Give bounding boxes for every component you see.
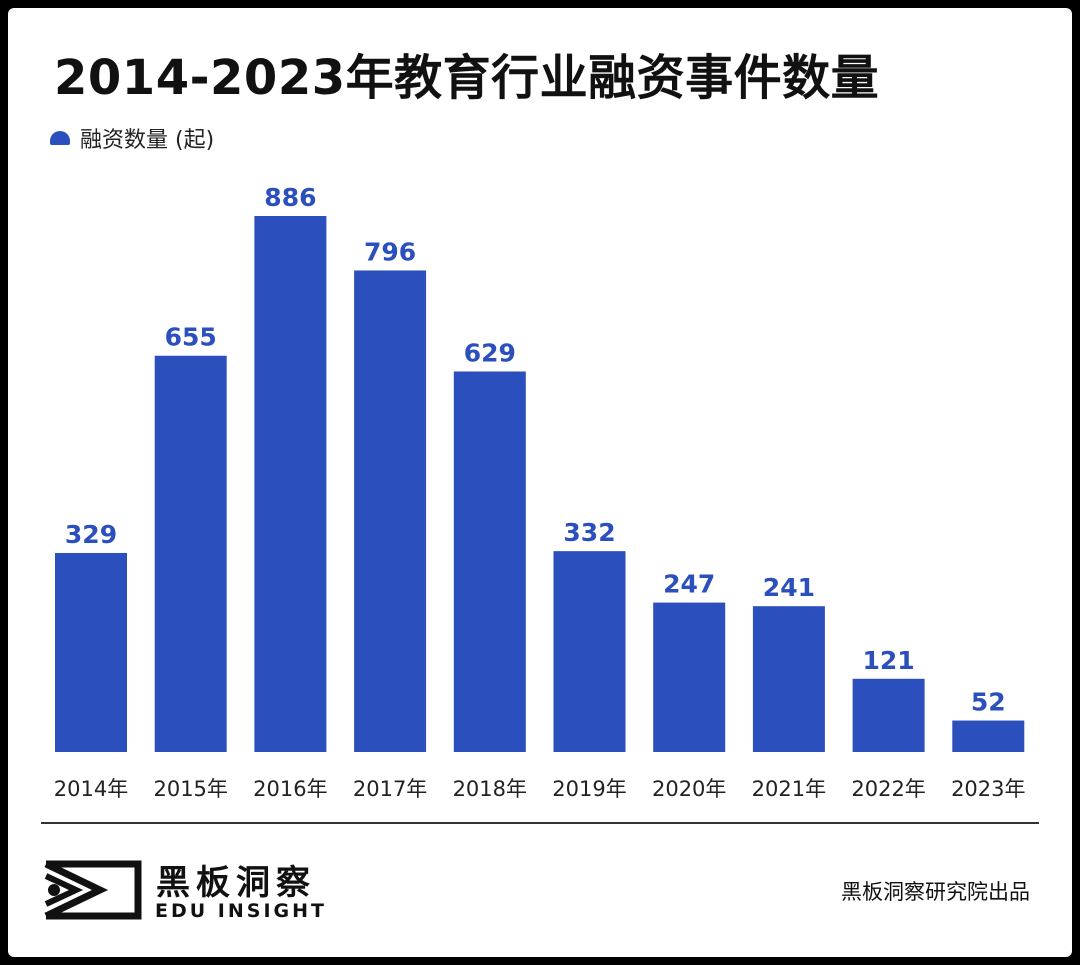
bar-2021年 bbox=[752, 606, 825, 752]
bar-2017年 bbox=[354, 270, 427, 752]
x-tick-label: 2015年 bbox=[153, 777, 227, 801]
eye-logo-icon bbox=[44, 860, 142, 920]
x-tick-label: 2022年 bbox=[851, 777, 925, 801]
value-label: 796 bbox=[364, 237, 416, 266]
value-label: 332 bbox=[563, 518, 615, 547]
x-tick-label: 2019年 bbox=[552, 777, 626, 801]
brand-name-cn: 黑板洞察 bbox=[156, 863, 316, 903]
bar-2014年 bbox=[55, 552, 127, 752]
bar-2020年 bbox=[653, 602, 726, 752]
legend-swatch bbox=[50, 131, 70, 145]
bar-2015年 bbox=[154, 355, 227, 752]
brand-name-en: EDU INSIGHT bbox=[155, 900, 327, 922]
bar-2016年 bbox=[254, 216, 327, 752]
bar-2019年 bbox=[553, 551, 626, 752]
x-tick-label: 2021年 bbox=[752, 777, 826, 801]
bar-2022年 bbox=[852, 678, 925, 752]
bar-2018年 bbox=[453, 371, 526, 752]
x-tick-label: 2017年 bbox=[353, 777, 427, 801]
value-label: 329 bbox=[65, 520, 117, 549]
footer-divider bbox=[41, 822, 1039, 824]
x-tick-label: 2014年 bbox=[54, 777, 128, 801]
value-label: 52 bbox=[971, 688, 1006, 717]
credit-text: 黑板洞察研究院出品 bbox=[841, 880, 1030, 904]
value-label: 655 bbox=[165, 323, 217, 352]
value-label: 247 bbox=[663, 570, 715, 599]
bar-chart: 329 2014年 655 2015年 886 2016年 796 2017年 629 2018年… bbox=[54, 183, 1026, 801]
chart-card: 2014-2023年教育行业融资事件数量 融资数量 (起) 329 2014年 65… bbox=[8, 8, 1072, 957]
value-label: 121 bbox=[863, 646, 915, 675]
x-tick-label: 2023年 bbox=[951, 777, 1025, 801]
value-label: 629 bbox=[464, 338, 516, 367]
chart-title: 2014-2023年教育行业融资事件数量 bbox=[54, 50, 880, 106]
legend-label: 融资数量 (起) bbox=[80, 128, 215, 153]
x-tick-label: 2018年 bbox=[453, 777, 527, 801]
x-tick-label: 2016年 bbox=[253, 777, 327, 801]
x-tick-label: 2020年 bbox=[652, 777, 726, 801]
value-label: 241 bbox=[763, 573, 815, 602]
bar-2023年 bbox=[952, 720, 1025, 752]
value-label: 886 bbox=[264, 183, 316, 212]
legend: 融资数量 (起) bbox=[50, 122, 214, 154]
